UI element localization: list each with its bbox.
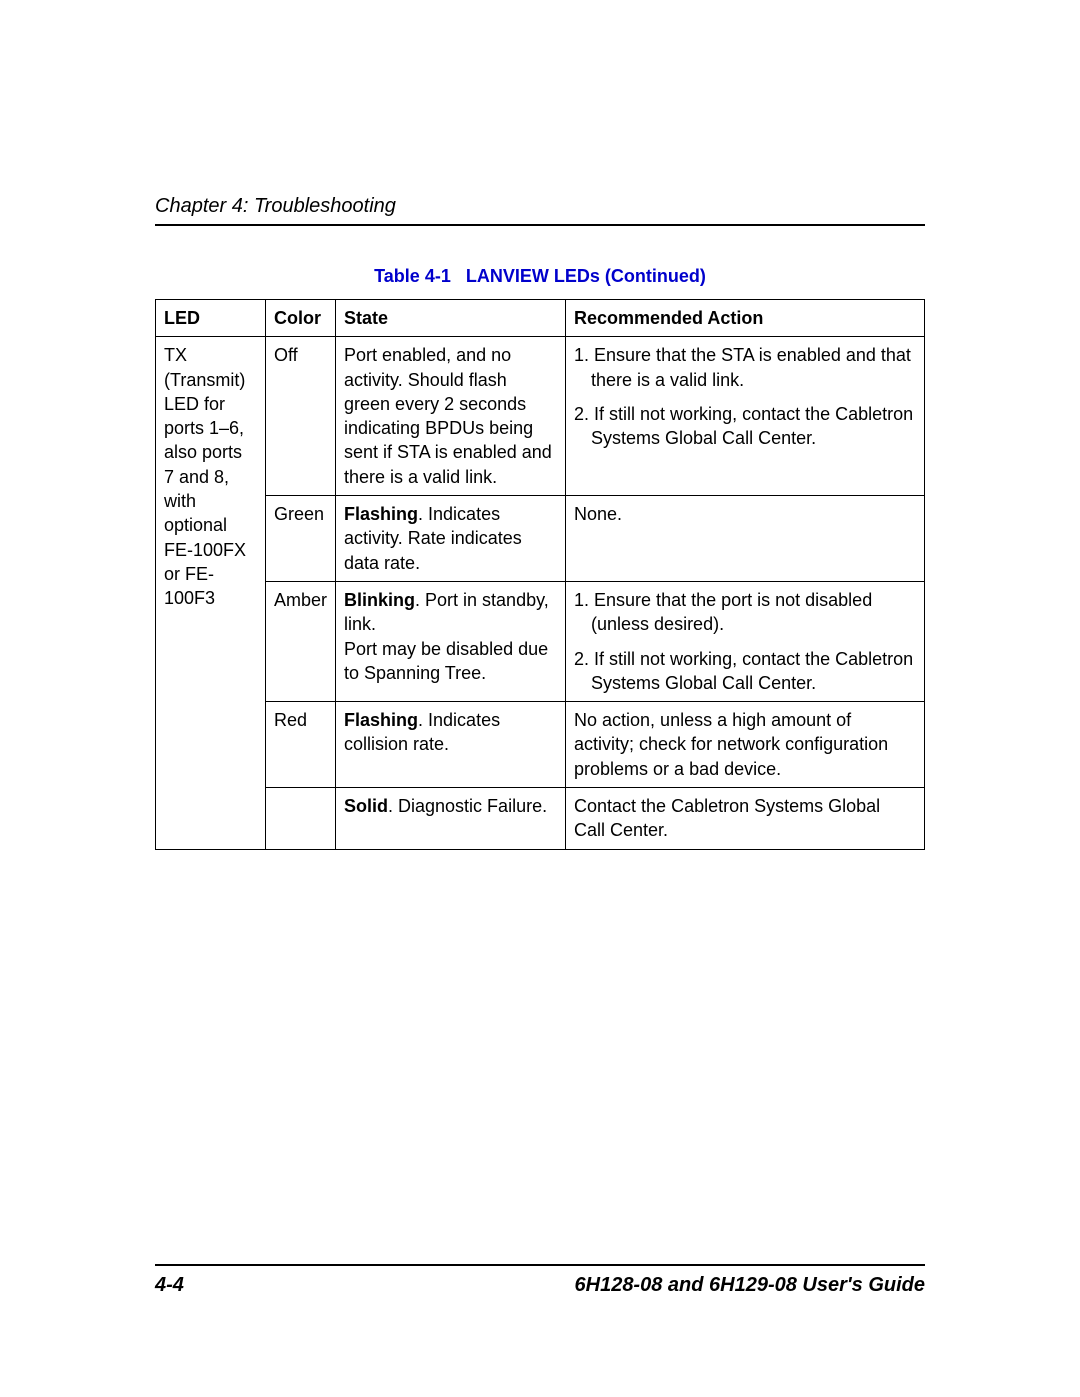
state-prefix: Flashing (344, 504, 418, 524)
cell-color: Green (266, 496, 336, 582)
table-row: Amber Blinking. Port in standby, link. P… (156, 581, 925, 701)
state-prefix: Solid (344, 796, 388, 816)
action-item: No action, unless a high amount of activ… (574, 708, 916, 781)
table-row: Solid. Diagnostic Failure. Contact the C… (156, 788, 925, 850)
page-footer: 4-4 6H128-08 and 6H129-08 User's Guide (155, 1264, 925, 1297)
table-row: Red Flashing. Indicates collision rate. … (156, 702, 925, 788)
action-item: None. (574, 502, 916, 526)
cell-action: None. (566, 496, 925, 582)
cell-color: Off (266, 337, 336, 496)
cell-action: 1. Ensure that the STA is enabled and th… (566, 337, 925, 496)
state-text: . Diagnostic Failure. (388, 796, 547, 816)
th-action: Recommended Action (566, 300, 925, 337)
cell-state: Solid. Diagnostic Failure. (336, 788, 566, 850)
table-header-row: LED Color State Recommended Action (156, 300, 925, 337)
cell-state: Flashing. Indicates collision rate. (336, 702, 566, 788)
cell-state: Flashing. Indicates activity. Rate indic… (336, 496, 566, 582)
action-item: 1. Ensure that the port is not disabled … (574, 588, 916, 637)
cell-state: Port enabled, and no activity. Should fl… (336, 337, 566, 496)
caption-title: LANVIEW LEDs (Continued) (466, 266, 706, 286)
cell-action: No action, unless a high amount of activ… (566, 702, 925, 788)
th-led: LED (156, 300, 266, 337)
th-color: Color (266, 300, 336, 337)
cell-state: Blinking. Port in standby, link. Port ma… (336, 581, 566, 701)
lanview-table: LED Color State Recommended Action TX (T… (155, 299, 925, 850)
action-item: 1. Ensure that the STA is enabled and th… (574, 343, 916, 392)
cell-action: Contact the Cabletron Systems Global Cal… (566, 788, 925, 850)
state-text: Port enabled, and no activity. Should fl… (344, 345, 552, 486)
cell-action: 1. Ensure that the port is not disabled … (566, 581, 925, 701)
chapter-header: Chapter 4: Troubleshooting (155, 195, 925, 226)
page-number: 4-4 (155, 1274, 184, 1297)
caption-prefix: Table 4-1 (374, 266, 451, 286)
table-row: Green Flashing. Indicates activity. Rate… (156, 496, 925, 582)
cell-color: Red (266, 702, 336, 788)
document-page: Chapter 4: Troubleshooting Table 4-1 LAN… (0, 0, 1080, 850)
table-row: TX (Transmit) LED for ports 1–6, also po… (156, 337, 925, 496)
state-prefix: Blinking (344, 590, 415, 610)
cell-color: Amber (266, 581, 336, 701)
th-state: State (336, 300, 566, 337)
action-item: Contact the Cabletron Systems Global Cal… (574, 794, 916, 843)
state-prefix: Flashing (344, 710, 418, 730)
cell-color (266, 788, 336, 850)
action-item: 2. If still not working, contact the Cab… (574, 647, 916, 696)
guide-title: 6H128-08 and 6H129-08 User's Guide (575, 1274, 926, 1297)
cell-led: TX (Transmit) LED for ports 1–6, also po… (156, 337, 266, 849)
table-caption: Table 4-1 LANVIEW LEDs (Continued) (155, 266, 925, 287)
action-item: 2. If still not working, contact the Cab… (574, 402, 916, 451)
